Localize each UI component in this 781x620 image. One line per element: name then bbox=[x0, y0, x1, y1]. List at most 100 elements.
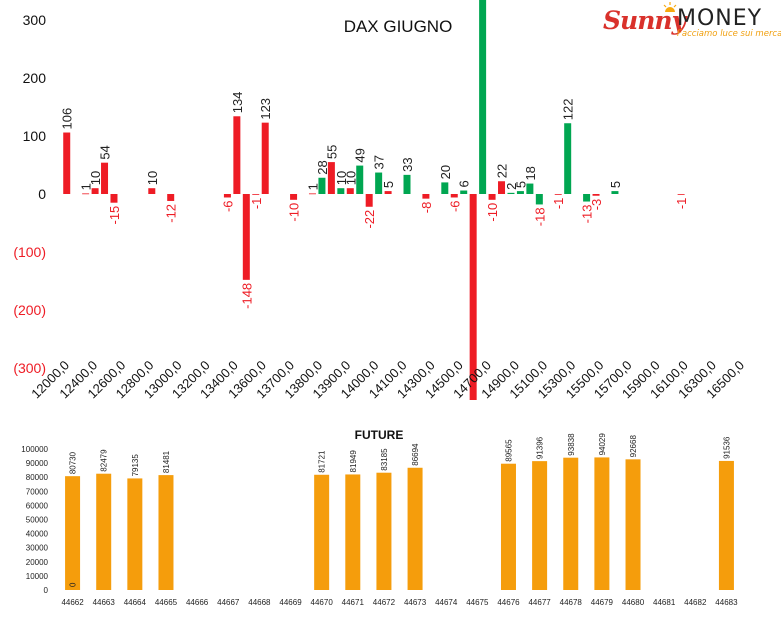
future-x-tick-label: 44662 bbox=[61, 598, 84, 607]
future-data-label: 94029 bbox=[598, 433, 607, 456]
data-label: -10 bbox=[485, 203, 500, 222]
future-x-tick-label: 44673 bbox=[404, 598, 427, 607]
future-x-tick-label: 44677 bbox=[528, 598, 551, 607]
bar bbox=[223, 194, 231, 198]
bar bbox=[252, 194, 260, 195]
future-x-tick-label: 44683 bbox=[715, 598, 738, 607]
data-label: 134 bbox=[230, 92, 245, 114]
future-x-tick-label: 44665 bbox=[155, 598, 178, 607]
y-tick-label: 300 bbox=[23, 12, 47, 28]
data-label: -15 bbox=[107, 206, 122, 225]
dax-chart: DAX GIUGNO 5004003002001000(100)(200)(30… bbox=[13, 0, 747, 400]
data-label: 37 bbox=[372, 155, 387, 169]
bar bbox=[450, 194, 458, 198]
bar bbox=[365, 194, 373, 207]
data-label: -1 bbox=[249, 198, 264, 210]
future-bar bbox=[563, 457, 579, 590]
future-data-label: 93838 bbox=[567, 433, 576, 456]
bar bbox=[375, 172, 383, 194]
bar bbox=[308, 193, 316, 195]
bar bbox=[460, 190, 468, 194]
future-data-label: 81721 bbox=[318, 450, 327, 473]
data-label: -22 bbox=[362, 210, 377, 229]
data-label: 10 bbox=[334, 171, 349, 185]
data-label: -12 bbox=[164, 204, 179, 223]
future-x-tick-label: 44667 bbox=[217, 598, 240, 607]
data-label: -6 bbox=[220, 200, 235, 212]
future-bar bbox=[718, 460, 734, 590]
bar bbox=[167, 194, 175, 201]
bar bbox=[526, 183, 534, 194]
future-x-tick-label: 44668 bbox=[248, 598, 271, 607]
future-data-label: 79135 bbox=[131, 454, 140, 477]
bar bbox=[148, 188, 156, 194]
bar bbox=[507, 192, 515, 194]
future-y-tick-label: 10000 bbox=[26, 572, 49, 581]
data-label: 6 bbox=[457, 180, 472, 187]
data-label: 5 bbox=[513, 181, 528, 188]
bar bbox=[356, 165, 364, 194]
data-label: 18 bbox=[523, 166, 538, 180]
future-x-tick-label: 44675 bbox=[466, 598, 489, 607]
data-label: 2 bbox=[504, 183, 519, 190]
bar bbox=[488, 194, 496, 200]
data-label: 54 bbox=[98, 145, 113, 159]
bar bbox=[261, 122, 269, 194]
data-label: -8 bbox=[419, 202, 434, 214]
future-chart-title: FUTURE bbox=[355, 428, 404, 442]
data-label: 122 bbox=[561, 99, 576, 121]
future-data-label: 83185 bbox=[380, 448, 389, 471]
future-bar bbox=[96, 473, 112, 590]
data-label: 10 bbox=[343, 171, 358, 185]
future-x-tick-label: 44674 bbox=[435, 598, 458, 607]
data-label: 1 bbox=[305, 183, 320, 190]
data-label: -10 bbox=[287, 203, 302, 222]
future-y-tick-label: 20000 bbox=[26, 558, 49, 567]
data-label: 123 bbox=[258, 98, 273, 120]
bar bbox=[611, 191, 619, 194]
data-label: 1 bbox=[79, 183, 94, 190]
data-label: 5 bbox=[608, 181, 623, 188]
future-bar bbox=[407, 467, 423, 590]
bar bbox=[63, 132, 71, 194]
bar bbox=[91, 188, 99, 194]
data-label: -148 bbox=[239, 283, 254, 309]
bar bbox=[337, 188, 345, 194]
future-x-tick-label: 44669 bbox=[279, 598, 302, 607]
bar bbox=[441, 182, 449, 194]
data-label: -13 bbox=[580, 205, 595, 224]
future-y-tick-label: 0 bbox=[44, 586, 49, 595]
bar bbox=[346, 188, 354, 194]
sunny-money-logo: Sunny MONEY Facciamo luce sui mercati bbox=[603, 2, 781, 40]
logo-money-text: MONEY bbox=[677, 6, 763, 31]
y-tick-label: (200) bbox=[13, 302, 46, 318]
future-x-tick-label: 44666 bbox=[186, 598, 209, 607]
future-bar bbox=[314, 474, 330, 590]
bar bbox=[469, 194, 477, 400]
future-x-tick-label: 44671 bbox=[342, 598, 365, 607]
data-label: 49 bbox=[353, 148, 368, 162]
y-tick-label: 0 bbox=[38, 186, 46, 202]
bar bbox=[554, 194, 562, 195]
bar bbox=[535, 194, 543, 205]
future-y-tick-label: 80000 bbox=[26, 473, 49, 482]
future-x-tick-label: 44676 bbox=[497, 598, 520, 607]
chart-title: DAX GIUGNO bbox=[344, 17, 453, 36]
future-data-label: 81949 bbox=[349, 450, 358, 473]
future-x-tick-label: 44664 bbox=[124, 598, 147, 607]
data-label: -1 bbox=[674, 198, 689, 210]
bar bbox=[592, 194, 600, 196]
future-y-axis: 0 10000 20000 30000 40000 50000 60000 70000 8000… bbox=[21, 445, 48, 595]
future-data-label: 80730 bbox=[69, 451, 78, 474]
data-label: -18 bbox=[532, 207, 547, 226]
future-bar bbox=[594, 457, 610, 590]
y-tick-label: (100) bbox=[13, 244, 46, 260]
future-y-tick-label: 70000 bbox=[26, 487, 49, 496]
future-data-label: 86694 bbox=[411, 443, 420, 466]
data-label: 10 bbox=[88, 171, 103, 185]
future-x-axis: 44662 44663 44664 44665 44666 44667 44668 44669… bbox=[61, 598, 738, 607]
future-chart: FUTURE 0 10000 20000 30000 40000 50000 60000 70… bbox=[21, 428, 738, 607]
future-bar bbox=[158, 475, 174, 590]
data-label: -3 bbox=[589, 199, 604, 211]
bar bbox=[327, 162, 335, 194]
